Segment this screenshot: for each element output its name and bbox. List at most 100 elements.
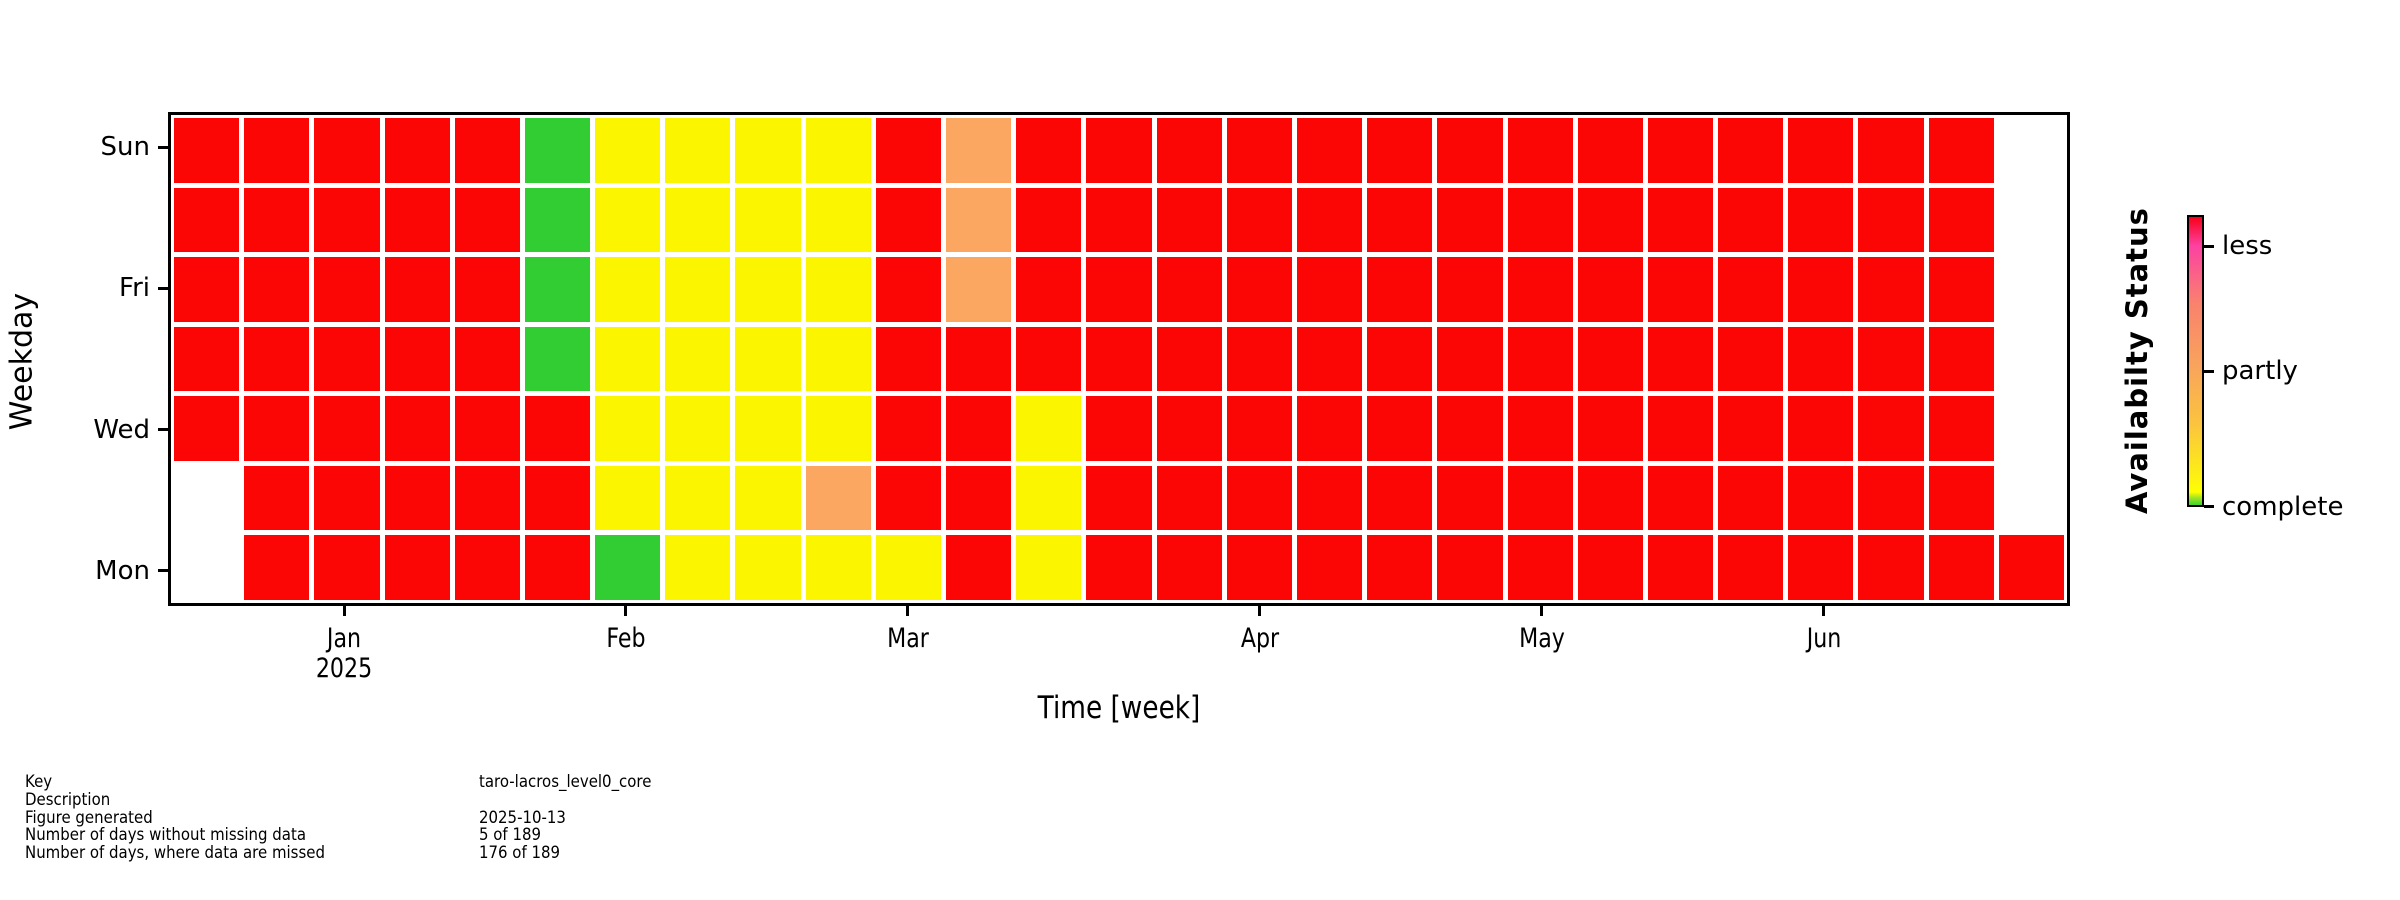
colorbar-tick-label: less <box>2222 231 2273 262</box>
footer-value: taro-lacros_level0_core <box>479 772 652 792</box>
heatmap-cell <box>1999 257 2064 322</box>
heatmap-cell <box>454 326 520 392</box>
heatmap-cell <box>946 396 1012 461</box>
heatmap-cell <box>1788 257 1854 322</box>
heatmap-cell <box>1086 465 1152 531</box>
heatmap-cell <box>1999 118 2064 183</box>
heatmap-cell <box>665 187 731 253</box>
x-tick-mark <box>1258 606 1262 616</box>
y-tick-label: Sun <box>100 132 150 163</box>
heatmap-cell <box>875 535 942 600</box>
heatmap-cell <box>1296 396 1363 461</box>
heatmap-cell <box>1577 396 1643 461</box>
colorbar-gradient <box>2187 215 2204 507</box>
heatmap-cell <box>1156 396 1222 461</box>
heatmap-cell <box>1507 326 1573 392</box>
heatmap-cell <box>314 118 380 183</box>
heatmap-cell <box>1367 396 1433 461</box>
footer-label: Number of days, where data are missed <box>25 843 325 864</box>
heatmap-cell <box>1858 257 1924 322</box>
heatmap-cell <box>174 118 240 183</box>
heatmap-cell <box>1999 396 2064 461</box>
heatmap-cell <box>1437 396 1503 461</box>
heatmap-cell <box>1507 257 1573 322</box>
heatmap-cell <box>524 326 591 392</box>
heatmap-cell <box>805 535 871 600</box>
heatmap-cell <box>1296 187 1363 253</box>
heatmap-cell <box>1226 465 1292 531</box>
heatmap-cell <box>1647 396 1714 461</box>
heatmap-cell <box>1928 187 1994 253</box>
heatmap-cell <box>1156 465 1222 531</box>
heatmap-cell <box>875 326 942 392</box>
heatmap-cell <box>1858 535 1924 600</box>
heatmap-cell <box>875 465 942 531</box>
colorbar-title: Availabilty Status <box>2120 207 2154 514</box>
heatmap-cell <box>1999 466 2064 531</box>
heatmap-cell <box>1577 257 1643 322</box>
x-tick-label: Feb <box>606 623 646 654</box>
heatmap-cell <box>805 396 871 461</box>
heatmap-cell <box>1507 187 1573 253</box>
heatmap-cell <box>1577 465 1643 531</box>
heatmap-cell <box>1788 187 1854 253</box>
heatmap-cell <box>735 396 801 461</box>
heatmap-cell <box>174 535 239 600</box>
heatmap-cell <box>524 465 591 531</box>
heatmap-cell <box>1226 396 1292 461</box>
heatmap-cell <box>1016 187 1082 253</box>
heatmap-cell <box>1718 118 1784 183</box>
heatmap-cell <box>244 326 310 392</box>
heatmap-cell <box>1577 535 1643 600</box>
heatmap-cell <box>1437 118 1503 183</box>
footer-value: 176 of 189 <box>479 843 561 864</box>
heatmap-cell <box>1647 465 1714 531</box>
heatmap-cell <box>1296 326 1363 392</box>
x-tick-mark <box>342 606 346 616</box>
x-tick-mark <box>624 606 628 616</box>
heatmap-cell <box>524 535 591 600</box>
heatmap-cell <box>595 465 661 531</box>
heatmap-cell <box>735 118 801 183</box>
heatmap-cell <box>1226 257 1292 322</box>
heatmap-cell <box>1858 187 1924 253</box>
heatmap-cell <box>384 396 450 461</box>
heatmap-cell <box>524 118 591 183</box>
heatmap-cell <box>1226 118 1292 183</box>
heatmap-cell <box>1507 535 1573 600</box>
heatmap-cell <box>1086 118 1152 183</box>
footer-label: Key <box>25 772 53 792</box>
colorbar-tick-mark <box>2204 245 2214 249</box>
heatmap-cell <box>1928 396 1994 461</box>
heatmap-cell <box>454 396 520 461</box>
heatmap-cell <box>1507 118 1573 183</box>
footer-label: Description <box>25 789 111 810</box>
heatmap-cell <box>1156 118 1222 183</box>
heatmap-cell <box>1016 465 1082 531</box>
heatmap-cell <box>1788 535 1854 600</box>
heatmap-cell <box>875 118 942 183</box>
heatmap-cell <box>174 257 240 322</box>
heatmap-cell <box>1647 326 1714 392</box>
heatmap-cell <box>946 187 1012 253</box>
heatmap-cell <box>1086 535 1152 600</box>
heatmap-cell <box>1928 535 1994 600</box>
heatmap-cell <box>1086 257 1152 322</box>
heatmap-cell <box>1367 465 1433 531</box>
heatmap-cell <box>805 118 871 183</box>
heatmap-cell <box>1788 465 1854 531</box>
heatmap-cell <box>454 257 520 322</box>
heatmap-cell <box>1016 535 1082 600</box>
heatmap-cell <box>946 535 1012 600</box>
heatmap-cell <box>665 396 731 461</box>
heatmap-cell <box>174 396 240 461</box>
heatmap-cell <box>1858 396 1924 461</box>
heatmap-cell <box>1226 535 1292 600</box>
heatmap-cell <box>875 187 942 253</box>
heatmap-cell <box>1367 326 1433 392</box>
heatmap-cell <box>244 535 310 600</box>
heatmap-cell <box>244 187 310 253</box>
heatmap-cell <box>1156 187 1222 253</box>
heatmap-cell <box>946 118 1012 183</box>
